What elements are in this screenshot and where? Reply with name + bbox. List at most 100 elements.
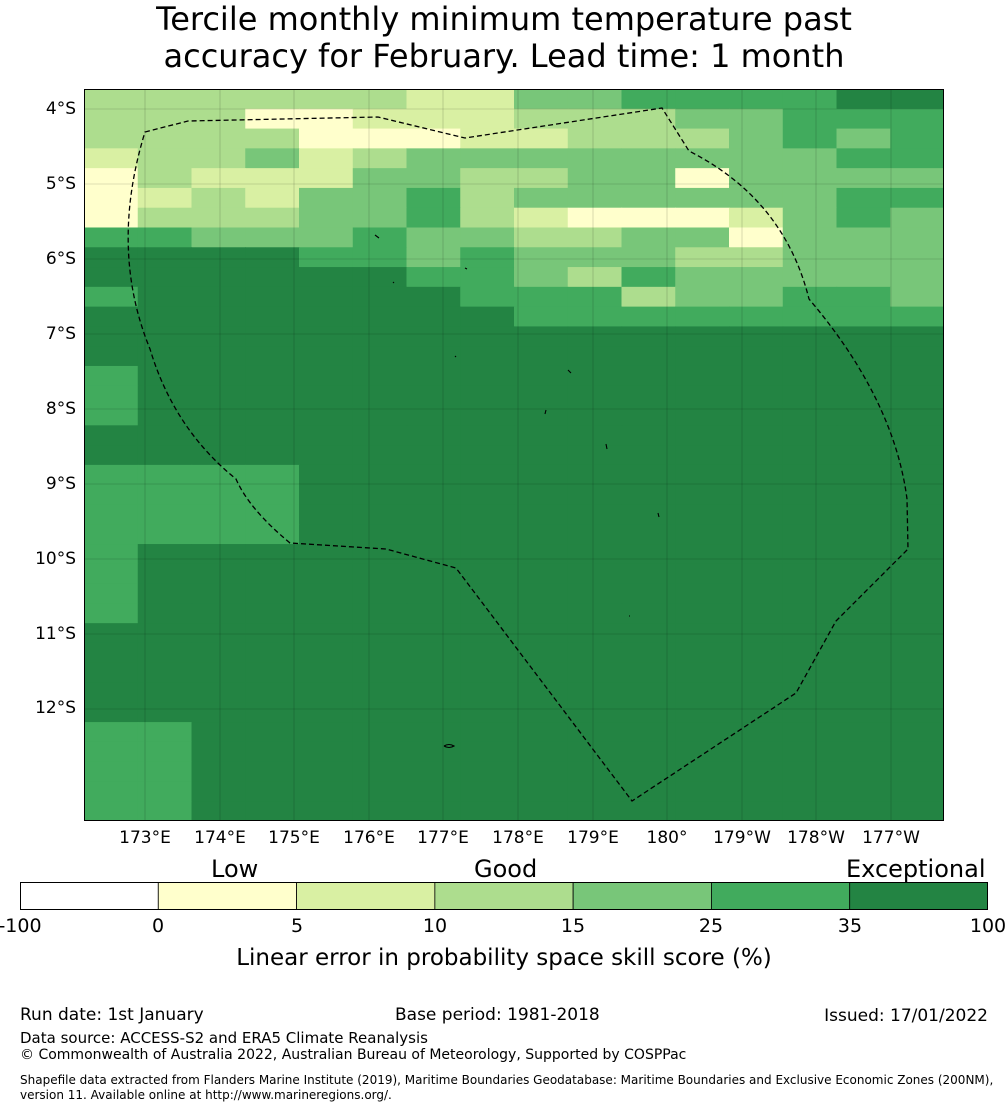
grid-cell	[621, 801, 676, 821]
grid-cell	[836, 603, 891, 624]
grid-cell	[621, 207, 676, 229]
grid-cell	[191, 148, 246, 169]
grid-cell	[621, 286, 676, 308]
grid-cell	[406, 425, 461, 446]
grid-cell	[890, 306, 944, 327]
grid-cell	[352, 405, 408, 426]
grid-cell	[675, 603, 730, 624]
grid-cell	[514, 603, 569, 624]
grid-cell	[675, 583, 730, 604]
grid-cell	[299, 524, 354, 545]
grid-cell	[621, 484, 676, 506]
grid-cell	[729, 207, 784, 229]
grid-cell	[836, 187, 891, 209]
grid-cell	[621, 563, 676, 585]
grid-cell	[137, 524, 193, 545]
grid-cell	[890, 563, 944, 585]
grid-cell	[729, 741, 784, 763]
chart-title-line-2: accuracy for February. Lead time: 1 mont…	[163, 37, 845, 75]
grid-cell	[299, 365, 354, 387]
grid-cell	[675, 227, 730, 248]
grid-cell	[191, 524, 246, 545]
grid-cell	[675, 267, 730, 288]
grid-cell	[191, 623, 246, 644]
grid-cell	[84, 781, 139, 802]
grid-cell	[621, 326, 676, 347]
grid-cell	[299, 385, 354, 407]
grid-cell	[245, 484, 300, 506]
grid-cell	[137, 583, 193, 604]
colorbar-category-low: Low	[211, 855, 259, 883]
grid-cell	[514, 365, 569, 387]
colorbar-swatch	[434, 882, 574, 910]
lat-label: 5°S	[45, 174, 76, 194]
grid-cell	[514, 425, 569, 446]
colorbar-tick: 5	[290, 915, 304, 937]
grid-cell	[191, 504, 246, 525]
grid-cell	[782, 702, 838, 723]
grid-cell	[836, 801, 891, 821]
grid-cell	[191, 682, 246, 703]
grid-cell	[836, 286, 891, 308]
grid-cell	[352, 761, 408, 783]
grid-cell	[782, 583, 838, 604]
grid-cell	[137, 326, 193, 347]
colorbar-tick: 35	[837, 915, 863, 937]
colorbar-tick: 0	[151, 915, 165, 937]
grid-cell	[675, 484, 730, 506]
grid-cell	[729, 385, 784, 407]
grid-cell	[729, 187, 784, 209]
grid-cell	[191, 445, 246, 466]
colorbar-tick: 15	[560, 915, 586, 937]
grid-cell	[137, 741, 193, 763]
grid-cell	[514, 207, 569, 229]
grid-cell	[836, 642, 891, 664]
grid-cell	[621, 247, 676, 268]
grid-cell	[514, 306, 569, 327]
grid-cell	[514, 702, 569, 723]
grid-cell	[191, 801, 246, 821]
grid-cell	[729, 445, 784, 466]
grid-cell	[245, 365, 300, 387]
lon-label: 176°E	[343, 828, 395, 848]
grid-cell	[621, 128, 676, 149]
grid-cell	[191, 108, 246, 130]
grid-cell	[836, 484, 891, 506]
grid-cell	[729, 544, 784, 565]
grid-cell	[406, 702, 461, 723]
grid-cell	[352, 227, 408, 248]
grid-cell	[245, 722, 300, 743]
grid-cell	[836, 346, 891, 367]
lat-label: 8°S	[45, 399, 76, 419]
grid-cell	[84, 484, 139, 506]
grid-cell	[621, 642, 676, 664]
grid-cell	[729, 662, 784, 684]
grid-cell	[352, 385, 408, 407]
grid-cell	[890, 464, 944, 486]
grid-cell	[621, 682, 676, 703]
grid-cell	[675, 702, 730, 723]
grid-cell	[352, 583, 408, 604]
grid-cell	[460, 563, 515, 585]
grid-cell	[621, 445, 676, 466]
grid-cell	[352, 722, 408, 743]
grid-cell	[782, 445, 838, 466]
grid-cell	[729, 583, 784, 604]
grid-cell	[137, 722, 193, 743]
grid-cell	[782, 544, 838, 565]
grid-cell	[621, 425, 676, 446]
grid-cell	[406, 761, 461, 783]
grid-cell	[836, 504, 891, 525]
grid-cell	[729, 405, 784, 426]
grid-cell	[460, 484, 515, 506]
grid-cell	[621, 583, 676, 604]
colorbar-tick: 100	[969, 915, 1007, 937]
grid-cell	[460, 286, 515, 308]
grid-cell	[460, 464, 515, 486]
grid-cell	[514, 801, 569, 821]
grid-cell	[729, 623, 784, 644]
shapefile-credit-line-1: Shapefile data extracted from Flanders M…	[20, 1073, 994, 1087]
grid-cell	[890, 801, 944, 821]
grid-cell	[782, 108, 838, 130]
grid-cell	[406, 544, 461, 565]
